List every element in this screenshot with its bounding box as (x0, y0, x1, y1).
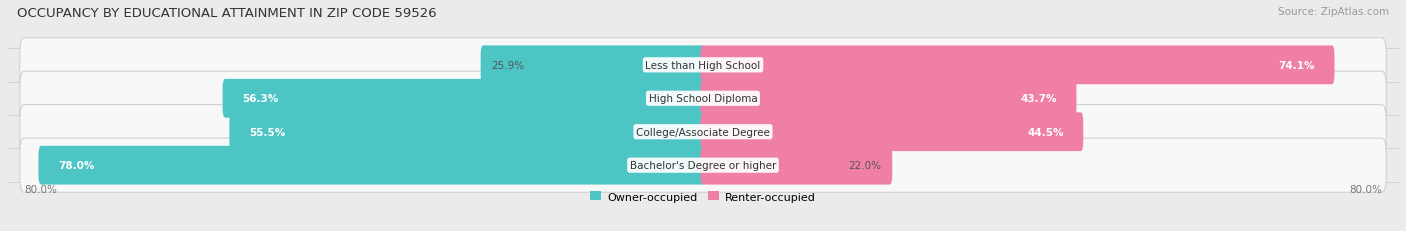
FancyBboxPatch shape (700, 146, 893, 185)
Text: 55.5%: 55.5% (249, 127, 285, 137)
FancyBboxPatch shape (38, 146, 706, 185)
Text: 43.7%: 43.7% (1021, 94, 1057, 104)
FancyBboxPatch shape (20, 138, 1386, 192)
Text: High School Diploma: High School Diploma (648, 94, 758, 104)
Text: Less than High School: Less than High School (645, 61, 761, 70)
Text: 80.0%: 80.0% (24, 184, 56, 194)
FancyBboxPatch shape (229, 113, 706, 152)
Text: 56.3%: 56.3% (242, 94, 278, 104)
FancyBboxPatch shape (700, 46, 1334, 85)
FancyBboxPatch shape (20, 39, 1386, 93)
Text: 78.0%: 78.0% (58, 161, 94, 170)
FancyBboxPatch shape (481, 46, 706, 85)
Text: Source: ZipAtlas.com: Source: ZipAtlas.com (1278, 7, 1389, 17)
Text: 44.5%: 44.5% (1028, 127, 1064, 137)
Text: Bachelor's Degree or higher: Bachelor's Degree or higher (630, 161, 776, 170)
Text: 25.9%: 25.9% (492, 61, 524, 70)
FancyBboxPatch shape (20, 105, 1386, 159)
Legend: Owner-occupied, Renter-occupied: Owner-occupied, Renter-occupied (591, 191, 815, 202)
FancyBboxPatch shape (700, 113, 1083, 152)
Text: 22.0%: 22.0% (848, 161, 882, 170)
Text: College/Associate Degree: College/Associate Degree (636, 127, 770, 137)
Text: 80.0%: 80.0% (1350, 184, 1382, 194)
Text: 74.1%: 74.1% (1278, 61, 1315, 70)
FancyBboxPatch shape (20, 72, 1386, 126)
Text: OCCUPANCY BY EDUCATIONAL ATTAINMENT IN ZIP CODE 59526: OCCUPANCY BY EDUCATIONAL ATTAINMENT IN Z… (17, 7, 436, 20)
FancyBboxPatch shape (222, 79, 706, 118)
FancyBboxPatch shape (700, 79, 1077, 118)
